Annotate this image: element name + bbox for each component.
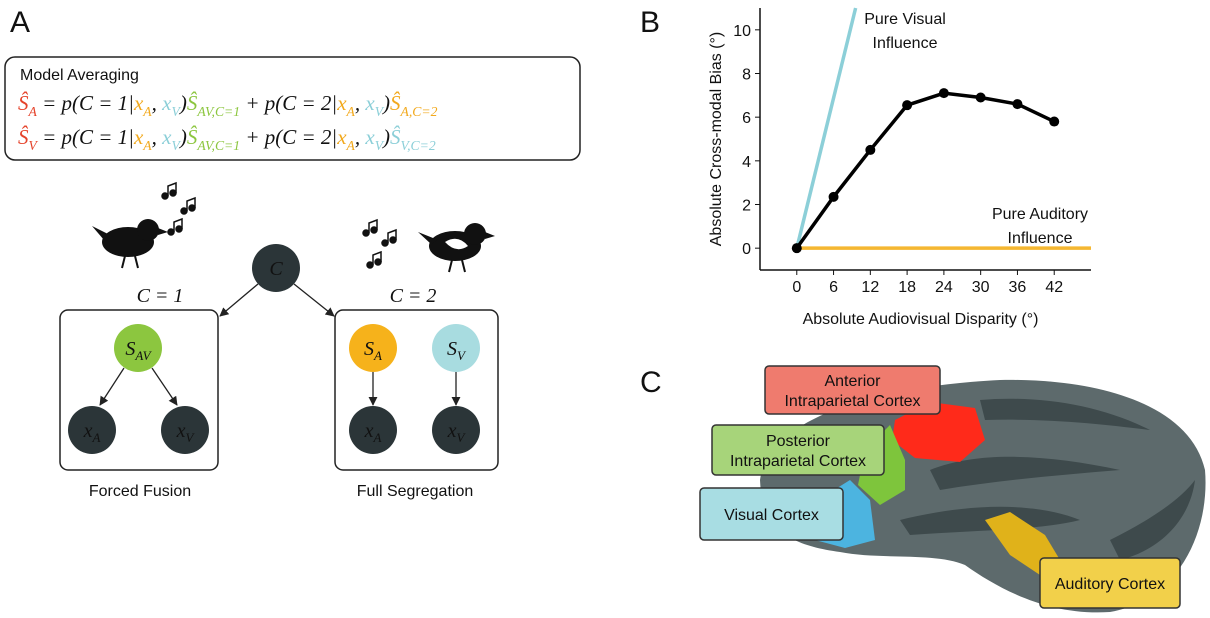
x-tick-label: 30 [972, 279, 990, 296]
annotation: Influence [1008, 230, 1073, 247]
node-text: S [125, 338, 135, 360]
node-text: S [364, 338, 374, 360]
bird-icon [418, 223, 495, 272]
math-part: Ŝ [390, 91, 401, 115]
data-point [939, 88, 949, 98]
math-part: , [152, 125, 163, 149]
caption: Forced Fusion [89, 483, 191, 500]
y-tick-label: 2 [742, 198, 751, 215]
math-part: , [355, 91, 366, 115]
math-subscript: AV,C=1 [196, 104, 240, 119]
y-tick-label: 10 [733, 23, 751, 40]
node-subscript: A [373, 348, 382, 363]
y-tick-label: 6 [742, 110, 751, 127]
data-point [902, 100, 912, 110]
math-part: = p(C = 1| [37, 91, 134, 115]
data-point [976, 93, 986, 103]
math-part: Ŝ [18, 125, 29, 149]
bird-icon [92, 219, 168, 268]
math-part: , [152, 91, 163, 115]
region-label: Anterior [824, 373, 881, 390]
data-point [829, 192, 839, 202]
math-part: ) [179, 91, 187, 115]
math-part: ) [382, 125, 390, 149]
math-part: , [355, 125, 366, 149]
annotation: Pure Visual [864, 11, 946, 28]
panel-letter: B [640, 6, 660, 39]
math-subscript: A,C=2 [400, 104, 438, 119]
data-point [1012, 99, 1022, 109]
annotation: Pure Auditory [992, 206, 1088, 223]
region-label: Posterior [766, 433, 831, 450]
series-line [797, 8, 856, 248]
math-part: Ŝ [187, 91, 198, 115]
node-text: x [176, 420, 186, 442]
math-part: = p(C = 1| [37, 125, 134, 149]
x-tick-label: 12 [861, 279, 879, 296]
y-tick-label: 0 [742, 241, 751, 258]
caption: Full Segregation [357, 483, 474, 500]
node-text: x [83, 420, 93, 442]
region-label: Visual Cortex [724, 507, 819, 524]
node-text: C [269, 258, 283, 280]
node-text: x [364, 420, 374, 442]
node-text: S [447, 338, 457, 360]
node-subscript: AV [134, 348, 152, 363]
math-part: Ŝ [18, 91, 29, 115]
math-part: ) [179, 125, 187, 149]
data-point [792, 243, 802, 253]
data-point [1049, 117, 1059, 127]
figure: A B C Model Averaging Anterior Intraparie… [0, 0, 1210, 618]
node-label: C [269, 258, 283, 280]
region-label: Auditory Cortex [1055, 576, 1165, 593]
math-subscript: AV,C=1 [196, 138, 240, 153]
condition-label: C = 2 [390, 285, 437, 307]
x-tick-label: 36 [1009, 279, 1027, 296]
node-text: x [447, 420, 457, 442]
box-title: Model Averaging [20, 67, 139, 84]
node-subscript: A [372, 430, 381, 445]
panel-letter: C [640, 366, 662, 399]
series-line [797, 93, 1054, 248]
math-part: Ŝ [187, 125, 198, 149]
x-tick-label: 6 [829, 279, 838, 296]
data-point [865, 145, 875, 155]
y-tick-label: 8 [742, 67, 751, 84]
math-text: ŜV = p(C = 1|xA, xV)ŜAV,C=1 + p(C = 2|xA… [18, 125, 436, 153]
x-tick-label: 42 [1045, 279, 1063, 296]
math-subscript: V,C=2 [401, 138, 436, 153]
panel-letter: A [10, 6, 30, 39]
x-tick-label: 24 [935, 279, 953, 296]
y-axis-label: Absolute Cross-modal Bias (°) [708, 32, 725, 246]
node-subscript: A [91, 430, 100, 445]
x-tick-label: 0 [792, 279, 801, 296]
region-label: Intraparietal Cortex [784, 393, 920, 410]
x-tick-label: 18 [898, 279, 916, 296]
region-label: Intraparietal Cortex [730, 453, 866, 470]
math-part: Ŝ [390, 125, 401, 149]
math-part: + p(C = 2| [240, 125, 337, 149]
y-tick-label: 4 [742, 154, 751, 171]
math-text: ŜA = p(C = 1|xA, xV)ŜAV,C=1 + p(C = 2|xA… [18, 91, 438, 119]
annotation: Influence [873, 35, 938, 52]
math-part: + p(C = 2| [240, 91, 337, 115]
x-axis-label: Absolute Audiovisual Disparity (°) [803, 311, 1039, 328]
math-part: ) [382, 91, 390, 115]
condition-label: C = 1 [137, 285, 184, 307]
